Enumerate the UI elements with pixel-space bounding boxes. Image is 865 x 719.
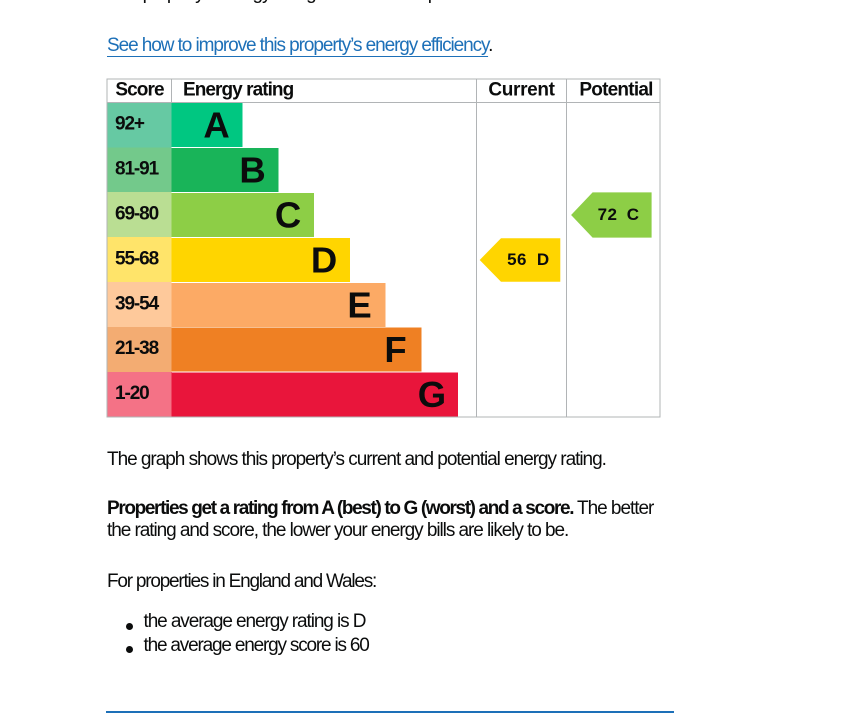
svg-text:55-68: 55-68 <box>115 248 159 269</box>
svg-text:69-80: 69-80 <box>115 203 159 224</box>
svg-text:39-54: 39-54 <box>115 293 160 314</box>
svg-text:C: C <box>627 205 640 224</box>
svg-text:D: D <box>311 239 337 280</box>
svg-text:1-20: 1-20 <box>115 383 149 404</box>
svg-text:92+: 92+ <box>115 113 145 134</box>
svg-text:D: D <box>537 250 550 269</box>
svg-text:21-38: 21-38 <box>115 338 159 359</box>
svg-text:72: 72 <box>598 205 618 224</box>
svg-text:Energy rating: Energy rating <box>183 79 294 100</box>
svg-text:Potential: Potential <box>579 79 652 100</box>
svg-text:81-91: 81-91 <box>115 158 160 179</box>
svg-text:Score: Score <box>115 79 164 100</box>
svg-text:G: G <box>418 374 446 415</box>
svg-text:E: E <box>347 284 371 325</box>
svg-text:56: 56 <box>507 250 527 269</box>
svg-text:Current: Current <box>488 79 555 100</box>
svg-text:F: F <box>384 329 406 370</box>
svg-text:A: A <box>203 104 229 145</box>
svg-text:C: C <box>275 194 301 235</box>
svg-text:B: B <box>239 149 265 190</box>
